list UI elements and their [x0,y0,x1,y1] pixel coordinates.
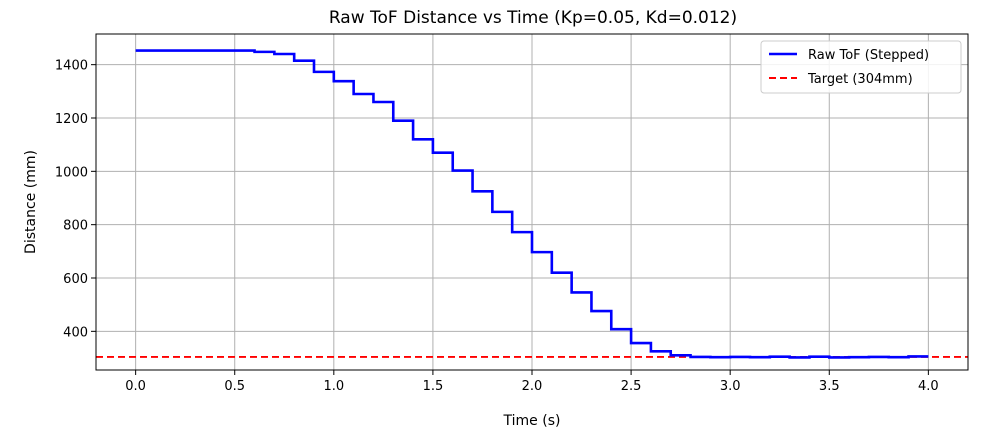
raw-tof-line [135,49,929,359]
x-tick-label: 2.5 [621,379,642,394]
x-axis-label: Time (s) [503,413,561,429]
y-axis-label: Distance (mm) [23,150,39,254]
x-tick-label: 0.5 [224,379,245,394]
x-axis-ticks: 0.0 0.5 1.0 1.5 2.0 2.5 3.0 3.5 4.0 [125,370,939,394]
x-tick-label: 2.0 [522,379,543,394]
y-axis-ticks: 400 600 800 1000 1200 1400 [55,59,96,340]
x-tick-label: 4.0 [918,379,939,394]
x-tick-label: 3.5 [819,379,840,394]
y-tick-label: 1200 [55,112,88,127]
plot-series [96,49,968,359]
x-tick-label: 0.0 [125,379,146,394]
legend-box [760,40,962,94]
y-tick-label: 400 [63,325,88,340]
legend-label-raw-tof: Raw ToF (Stepped) [808,48,929,63]
legend-label-target: Target (304mm) [807,72,913,87]
legend: Raw ToF (Stepped) Target (304mm) [760,40,962,94]
x-tick-label: 1.0 [323,379,344,394]
y-tick-label: 600 [63,272,88,287]
x-tick-label: 1.5 [423,379,444,394]
y-tick-label: 1000 [55,165,88,180]
y-tick-label: 800 [63,219,88,234]
chart-title: Raw ToF Distance vs Time (Kp=0.05, Kd=0.… [329,8,737,28]
x-tick-label: 3.0 [720,379,741,394]
y-tick-label: 1400 [55,59,88,74]
